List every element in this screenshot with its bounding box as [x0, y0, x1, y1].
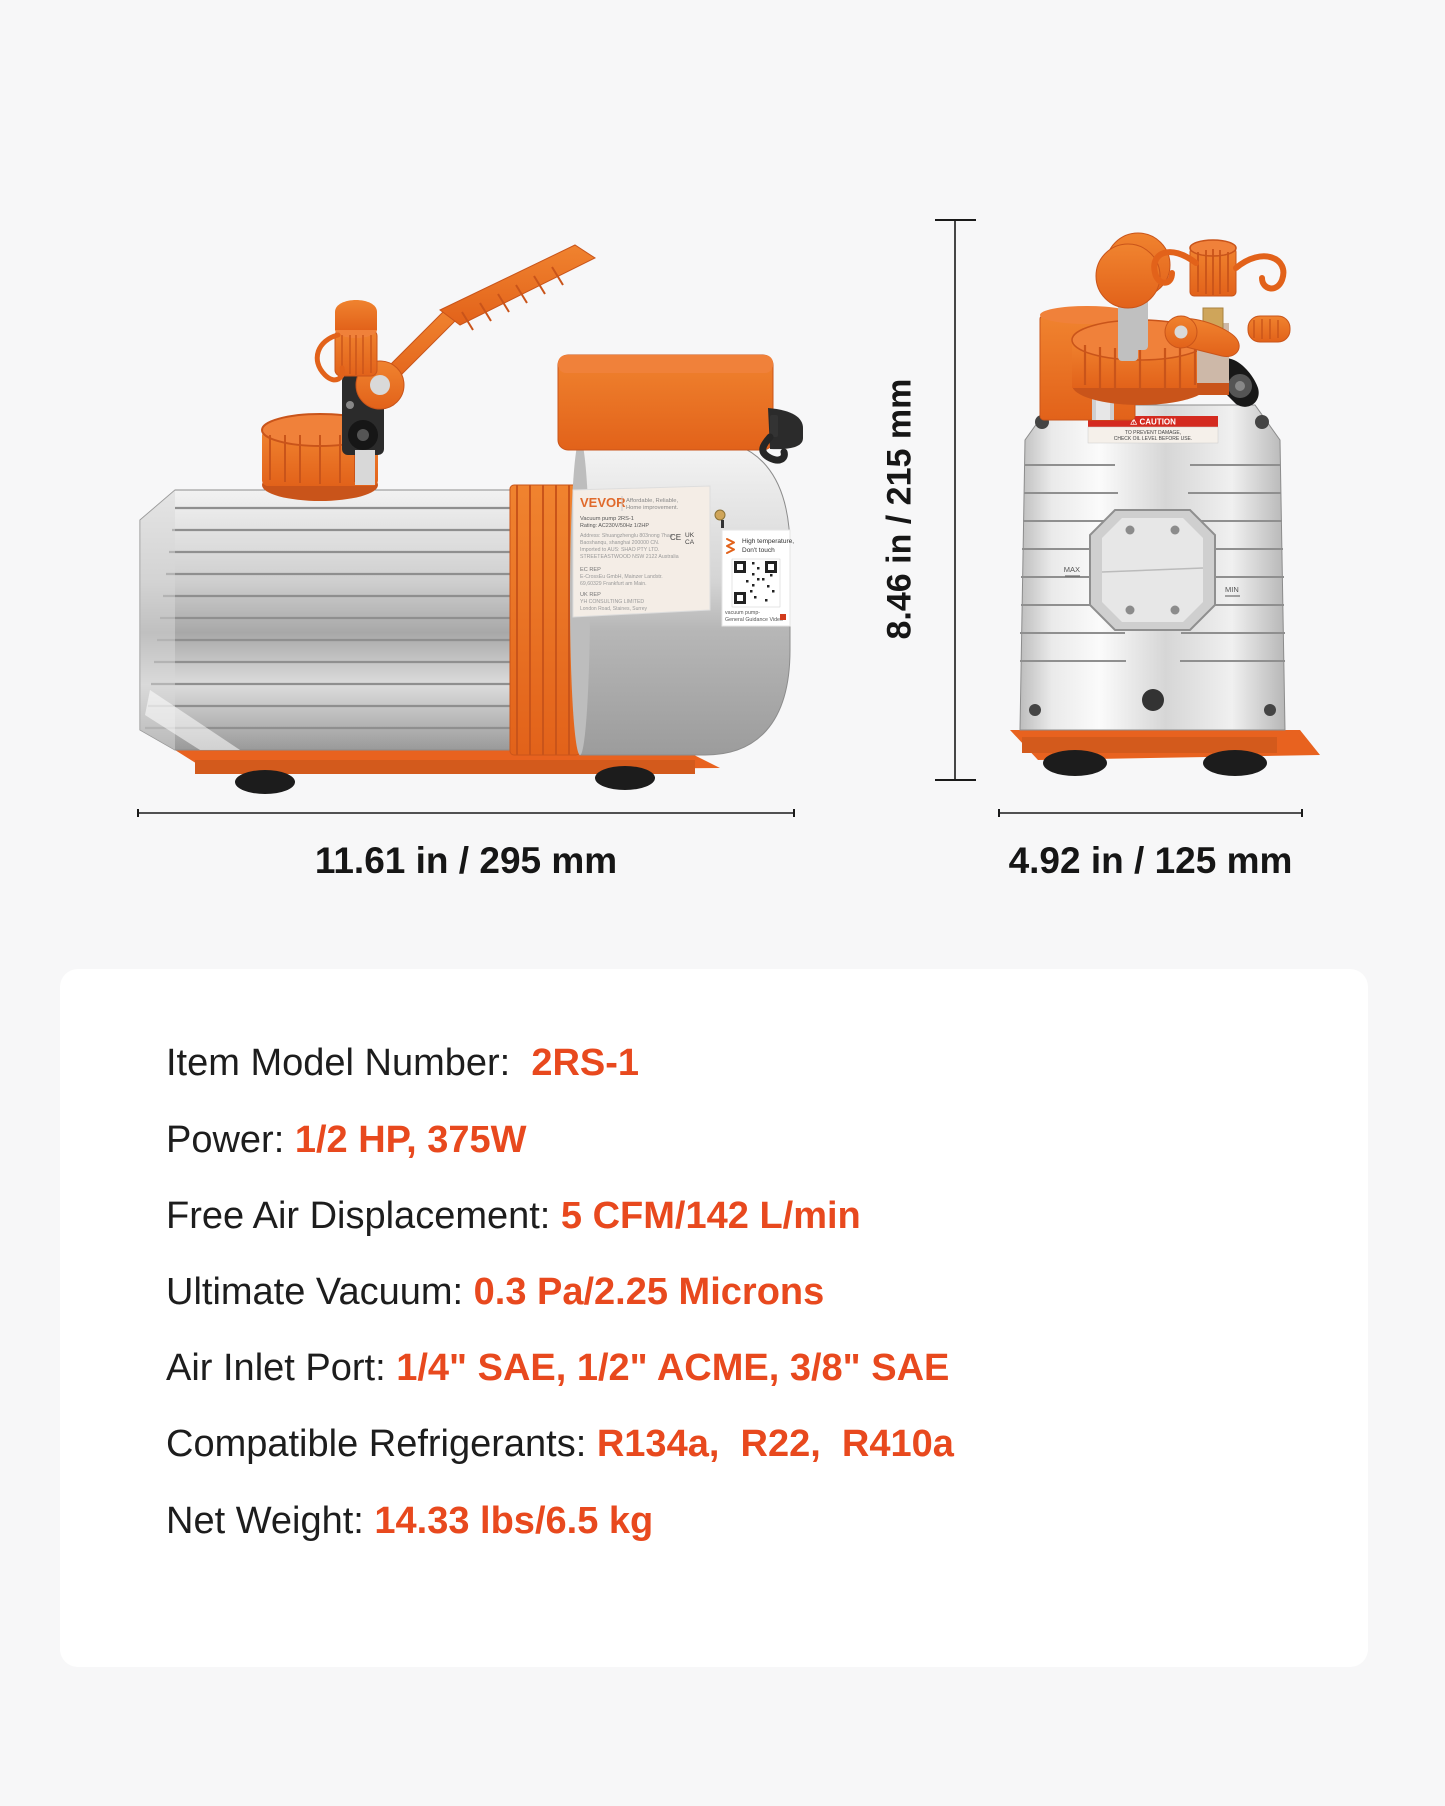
svg-text:MAX: MAX	[1064, 565, 1080, 574]
svg-text:High temperature,: High temperature,	[742, 538, 794, 545]
svg-text:Baoshanqu, shanghai 200000 CN.: Baoshanqu, shanghai 200000 CN.	[580, 540, 659, 546]
svg-text:MIN: MIN	[1225, 585, 1239, 594]
svg-text:London Road, Staines, Surrey: London Road, Staines, Surrey	[580, 606, 647, 612]
svg-text:Vacuum pump 2RS-1: Vacuum pump 2RS-1	[580, 516, 634, 522]
svg-text:Address: Shuangzhenglu 803nong: Address: Shuangzhenglu 803nong 7hao	[580, 533, 673, 539]
svg-text:vacuum pump-: vacuum pump-	[725, 610, 760, 616]
svg-text:EC REP: EC REP	[580, 567, 601, 573]
svg-text:Home improvement.: Home improvement.	[626, 505, 679, 511]
svg-text:VEVOR: VEVOR	[580, 495, 626, 510]
svg-text:Affordable, Reliable,: Affordable, Reliable,	[626, 498, 678, 504]
svg-text:General Guidance Video: General Guidance Video	[725, 617, 783, 623]
svg-text:YH CONSULTING LIMITED: YH CONSULTING LIMITED	[580, 599, 644, 605]
svg-text:STREETEASTWOOD NSW 2122 Austra: STREETEASTWOOD NSW 2122 Australia	[580, 554, 679, 560]
svg-text:Don't touch: Don't touch	[742, 547, 775, 554]
svg-text:CA: CA	[685, 539, 695, 546]
svg-text:69,60329 Frankfurt am Main.: 69,60329 Frankfurt am Main.	[580, 581, 647, 587]
svg-text:E-CrossEu GmbH, Mainzer Landst: E-CrossEu GmbH, Mainzer Landstr.	[580, 574, 663, 580]
svg-text:UK REP: UK REP	[580, 592, 601, 598]
svg-text:Imported to AUS: SHAO PTY LTD.: Imported to AUS: SHAO PTY LTD.	[580, 547, 659, 553]
svg-text:CHECK OIL LEVEL BEFORE USE.: CHECK OIL LEVEL BEFORE USE.	[1114, 436, 1193, 442]
svg-text:Rating: AC230V/50Hz 1/2HP: Rating: AC230V/50Hz 1/2HP	[580, 523, 649, 529]
svg-text:⚠ CAUTION: ⚠ CAUTION	[1130, 418, 1176, 427]
svg-text:UK: UK	[685, 532, 695, 539]
svg-text:CE: CE	[670, 533, 681, 542]
